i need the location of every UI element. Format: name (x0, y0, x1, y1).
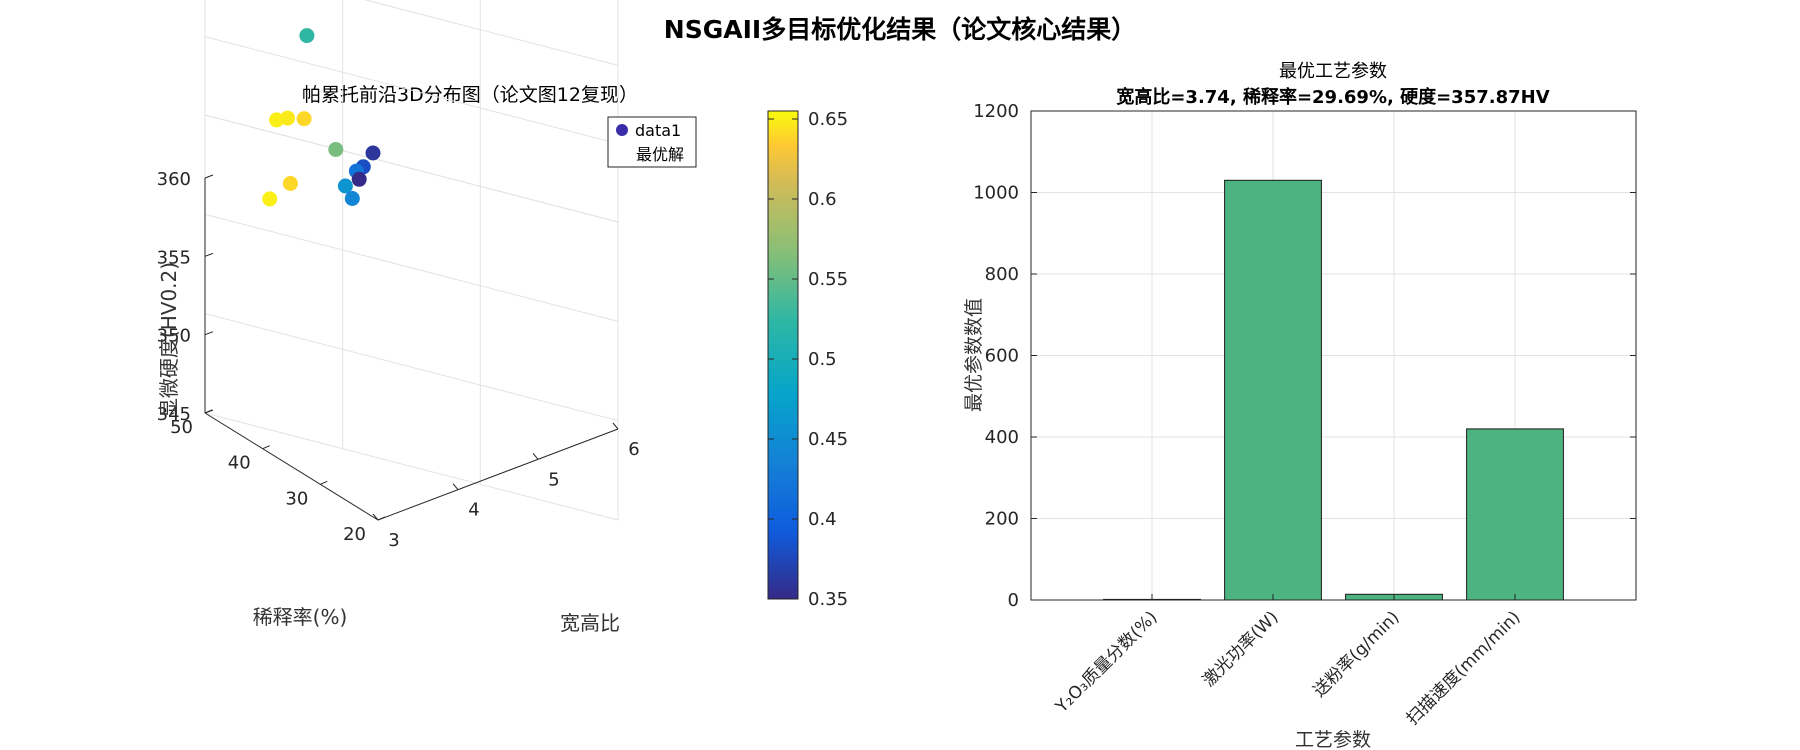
bar-y-tick-label: 0 (1008, 590, 1019, 611)
y-tick-label: 40 (228, 453, 251, 474)
colorbar-ticks: 0.35 0.4 0.45 0.5 0.55 0.6 0.65 (768, 109, 848, 610)
figure-title: NSGAII多目标优化结果（论文核心结果） (664, 15, 1136, 44)
scatter3d-grid (204, 0, 619, 521)
pareto-point[interactable] (282, 176, 298, 191)
bar-xlabel: 工艺参数 (1295, 729, 1371, 750)
backwall-gridline (204, 36, 619, 145)
z-tick-mark (204, 252, 214, 257)
pareto-point[interactable] (296, 111, 312, 127)
x-tick-label: 5 (548, 469, 559, 490)
bar-bars[interactable] (1103, 179, 1564, 601)
pareto-point[interactable] (269, 112, 285, 128)
bar-x-tick-label: 送粉率(g/min) (1310, 607, 1404, 701)
bar-y-tick-label: 800 (985, 264, 1019, 285)
y-tick-mark (262, 445, 270, 450)
legend-data1-marker (616, 124, 628, 136)
pareto-point[interactable] (262, 191, 278, 207)
z-tick-label: 360 (157, 169, 191, 190)
colorbar-tick-label: 0.65 (808, 109, 848, 130)
bar[interactable] (1224, 179, 1322, 601)
y-tick-label: 20 (343, 524, 366, 545)
x-tick-label: 3 (388, 530, 399, 551)
y-axis-line (204, 412, 379, 521)
bar-panel: 最优工艺参数 宽高比=3.74, 稀释率=29.69%, 硬度=357.87HV… (963, 61, 1637, 750)
z-tick-label: 350 (157, 326, 191, 347)
pareto-point[interactable] (337, 178, 353, 194)
x-tick-mark (532, 453, 539, 460)
bar-y-tick-label: 1200 (973, 101, 1019, 122)
pareto-point[interactable] (299, 28, 315, 44)
x-tick-mark (452, 483, 459, 490)
colorbar-tick-label: 0.35 (808, 589, 848, 610)
bar-y-tick-label: 1000 (973, 183, 1019, 204)
z-tick-mark (204, 174, 214, 179)
legend-optimal-label: 最优解 (636, 145, 684, 164)
x-tick-label: 4 (468, 500, 479, 521)
bar-x-tick-label: Y₂O₃质量分数(%) (1051, 607, 1161, 717)
backwall-gridline (204, 114, 619, 223)
bar-y-tick-label: 400 (985, 427, 1019, 448)
pareto-point[interactable] (365, 145, 381, 161)
scatter3d-points[interactable] (262, 28, 381, 207)
y-tick-mark (204, 409, 213, 414)
z-tick-label: 355 (157, 247, 191, 268)
x-axis-label: 宽高比 (560, 611, 620, 635)
colorbar-tick-label: 0.6 (808, 189, 837, 210)
x-axis-line (377, 428, 619, 521)
y-tick-mark (320, 480, 328, 485)
colorbar-tick-label: 0.45 (808, 429, 848, 450)
pareto-point[interactable] (351, 171, 367, 187)
x-tick-mark (612, 422, 619, 430)
bar[interactable] (1466, 428, 1564, 601)
x-tick-label: 6 (628, 439, 639, 460)
backwall-gridline (363, 0, 619, 66)
bar-title: 最优工艺参数 (1279, 61, 1387, 82)
pareto-point[interactable] (328, 142, 344, 157)
bar-y-tick-label: 600 (985, 346, 1019, 367)
colorbar-tick-label: 0.5 (808, 349, 837, 370)
pareto-point[interactable] (280, 110, 296, 126)
bar-x-tick-label: 激光功率(W) (1199, 607, 1282, 690)
scatter3d-legend[interactable]: data1 最优解 (607, 116, 697, 168)
y-tick-label: 50 (170, 417, 193, 438)
z-tick-mark (204, 331, 214, 336)
bar-yticks: 0 200 400 600 800 1000 1200 (973, 101, 1636, 611)
bar-subtitle: 宽高比=3.74, 稀释率=29.69%, 硬度=357.87HV (1116, 86, 1549, 108)
bar-x-tick-label: 扫描速度(mm/min) (1403, 607, 1525, 729)
z-axis-label: 显微硬度(HV0.2) (157, 262, 181, 418)
colorbar-tick-label: 0.55 (808, 269, 848, 290)
x-tick-mark (372, 513, 379, 521)
y-tick-label: 30 (285, 488, 308, 509)
colorbar-tick-label: 0.4 (808, 509, 837, 530)
bar-xticks: Y₂O₃质量分数(%) 激光功率(W) 送粉率(g/min) 扫描速度(mm/min) (1051, 594, 1525, 729)
bar-ylabel: 最优参数数值 (963, 298, 985, 412)
pareto-point[interactable] (344, 191, 360, 206)
y-tick-mark (377, 516, 386, 521)
colorbar[interactable] (767, 110, 799, 600)
y-axis-label: 稀释率(%) (253, 605, 348, 629)
legend-data1-label: data1 (635, 121, 681, 140)
floor-gridline (204, 412, 619, 521)
scatter3d-panel: 帕累托前沿3D分布图（论文图12复现） 34535035536020304050… (157, 0, 848, 635)
floor-gridline (204, 213, 619, 322)
scatter3d-title: 帕累托前沿3D分布图（论文图12复现） (302, 84, 638, 106)
bar-y-tick-label: 200 (985, 509, 1019, 530)
z-tick-label: 345 (157, 404, 191, 425)
floor-gridline (204, 313, 619, 422)
